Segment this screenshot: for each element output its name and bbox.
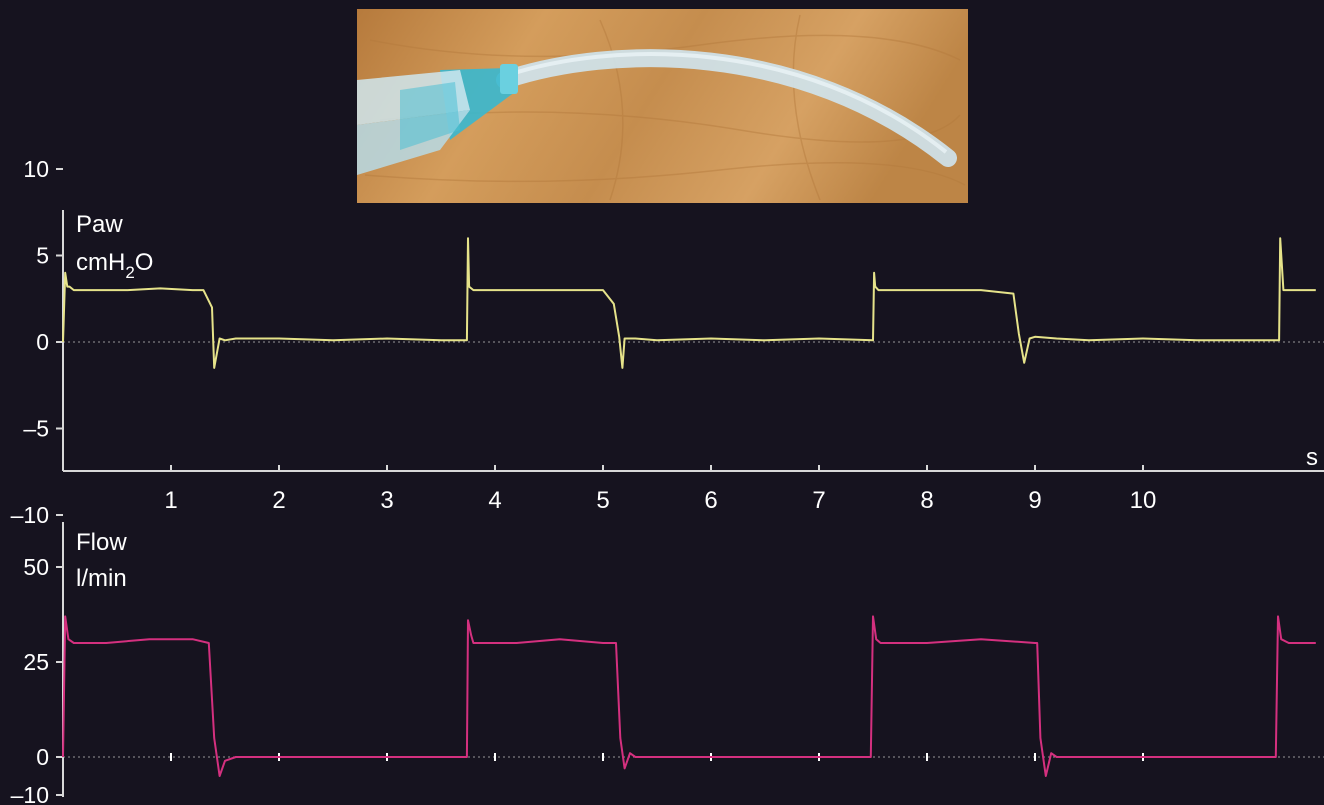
pressure-label: Paw	[76, 211, 123, 238]
pressure-x-tick-label: 9	[1028, 487, 1041, 514]
flow-y-tick-label: –10	[11, 782, 49, 805]
pressure-series-line	[62, 237, 1316, 369]
pressure-chart: Paw cmH2O 10 5 0 –5 –10 1 2 3 4 5 6 7 8 9 10 s	[11, 156, 1324, 528]
pressure-x-tick-label: 6	[704, 487, 717, 514]
flow-y-tick-label: 0	[36, 744, 49, 770]
flow-label: Flow	[76, 529, 127, 556]
flow-series	[62, 615, 1316, 777]
pressure-series	[62, 237, 1316, 369]
tube-photo	[357, 9, 968, 203]
pressure-x-tick-label: 1	[164, 487, 177, 514]
pressure-x-tick-label: 3	[380, 487, 393, 514]
pressure-y-tick-label: 0	[36, 329, 49, 355]
tube-icon	[357, 49, 957, 175]
flow-y-axis: 50 25 0 –10	[11, 522, 1324, 805]
flow-chart: Flow l/min 50 25 0 –10	[11, 522, 1324, 805]
pressure-x-tick-label: 10	[1130, 487, 1157, 514]
pressure-y-tick-label: 5	[36, 243, 49, 269]
pressure-y-tick-label: 10	[23, 156, 49, 182]
pressure-x-axis: 1 2 3 4 5 6 7 8 9 10	[63, 465, 1324, 514]
pressure-x-tick-label: 5	[596, 487, 609, 514]
pressure-y-tick-label: –10	[11, 502, 49, 528]
pressure-x-tick-label: 8	[920, 487, 933, 514]
flow-y-tick-label: 25	[23, 649, 49, 675]
pressure-x-tick-label: 7	[812, 487, 825, 514]
pressure-y-tick-label: –5	[23, 416, 49, 442]
x-unit-label: s	[1306, 444, 1318, 471]
flow-unit: l/min	[76, 565, 127, 592]
pressure-unit: cmH2O	[76, 249, 153, 282]
pressure-y-axis: 10 5 0 –5 –10	[11, 156, 1324, 528]
pressure-x-tick-label: 4	[488, 487, 501, 514]
flow-y-tick-label: 50	[23, 554, 49, 580]
pressure-x-tick-label: 2	[272, 487, 285, 514]
flow-series-line	[62, 615, 1316, 777]
